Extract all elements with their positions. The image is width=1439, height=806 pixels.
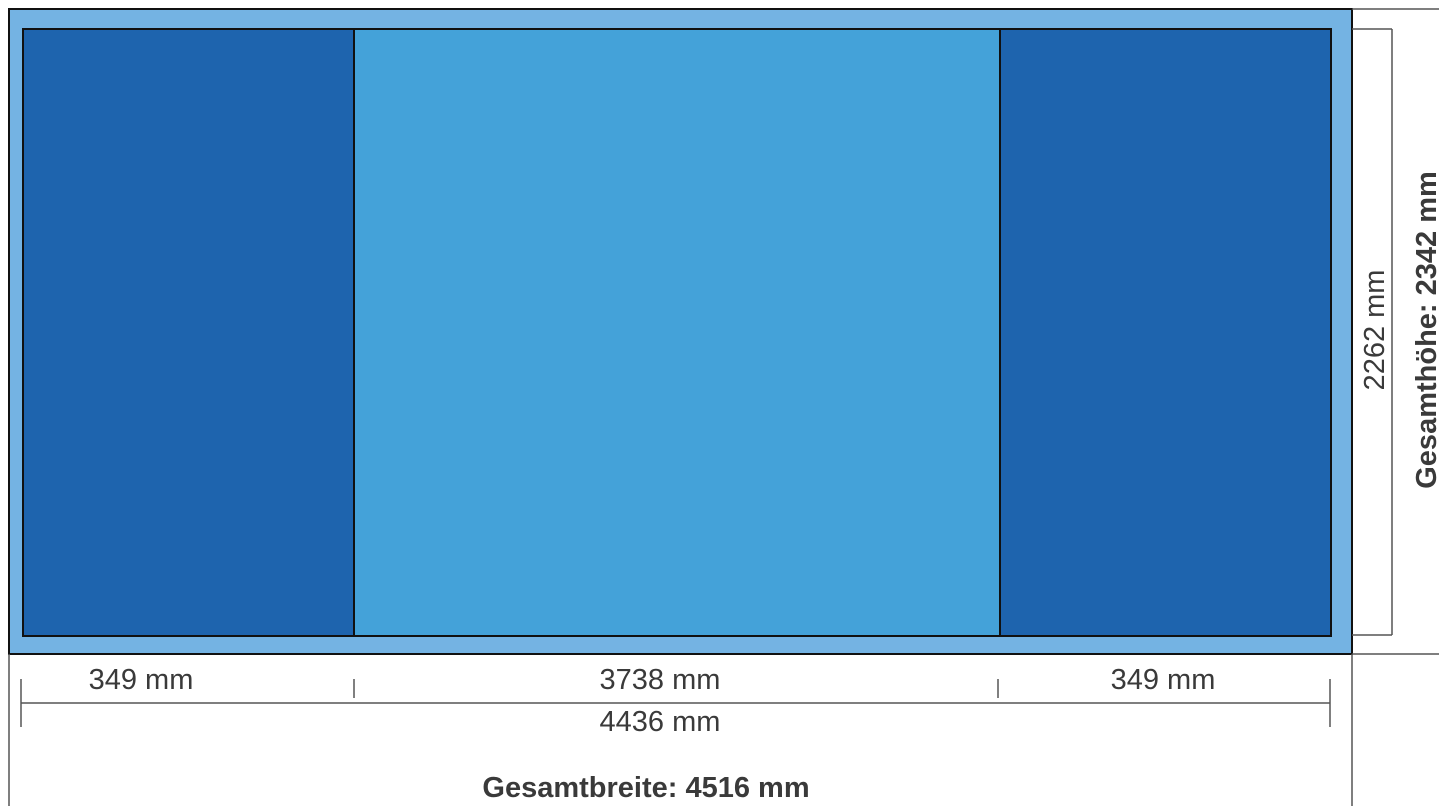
inner-height-dimension <box>1352 28 1393 636</box>
total-width-label: Gesamtbreite: 4516 mm <box>482 772 809 804</box>
left-side-panel <box>22 28 355 637</box>
total-height-label: Gesamthöhe: 2342 mm <box>1411 171 1439 489</box>
inner-width-label: 4436 mm <box>600 706 721 738</box>
width-dimension-lines <box>20 679 1331 727</box>
center-panel <box>353 28 1001 637</box>
left-width-label: 349 mm <box>89 664 194 696</box>
right-side-panel <box>999 28 1332 637</box>
inner-height-label: 2262 mm <box>1359 270 1391 391</box>
right-width-label: 349 mm <box>1111 664 1216 696</box>
center-width-label: 3738 mm <box>600 664 721 696</box>
